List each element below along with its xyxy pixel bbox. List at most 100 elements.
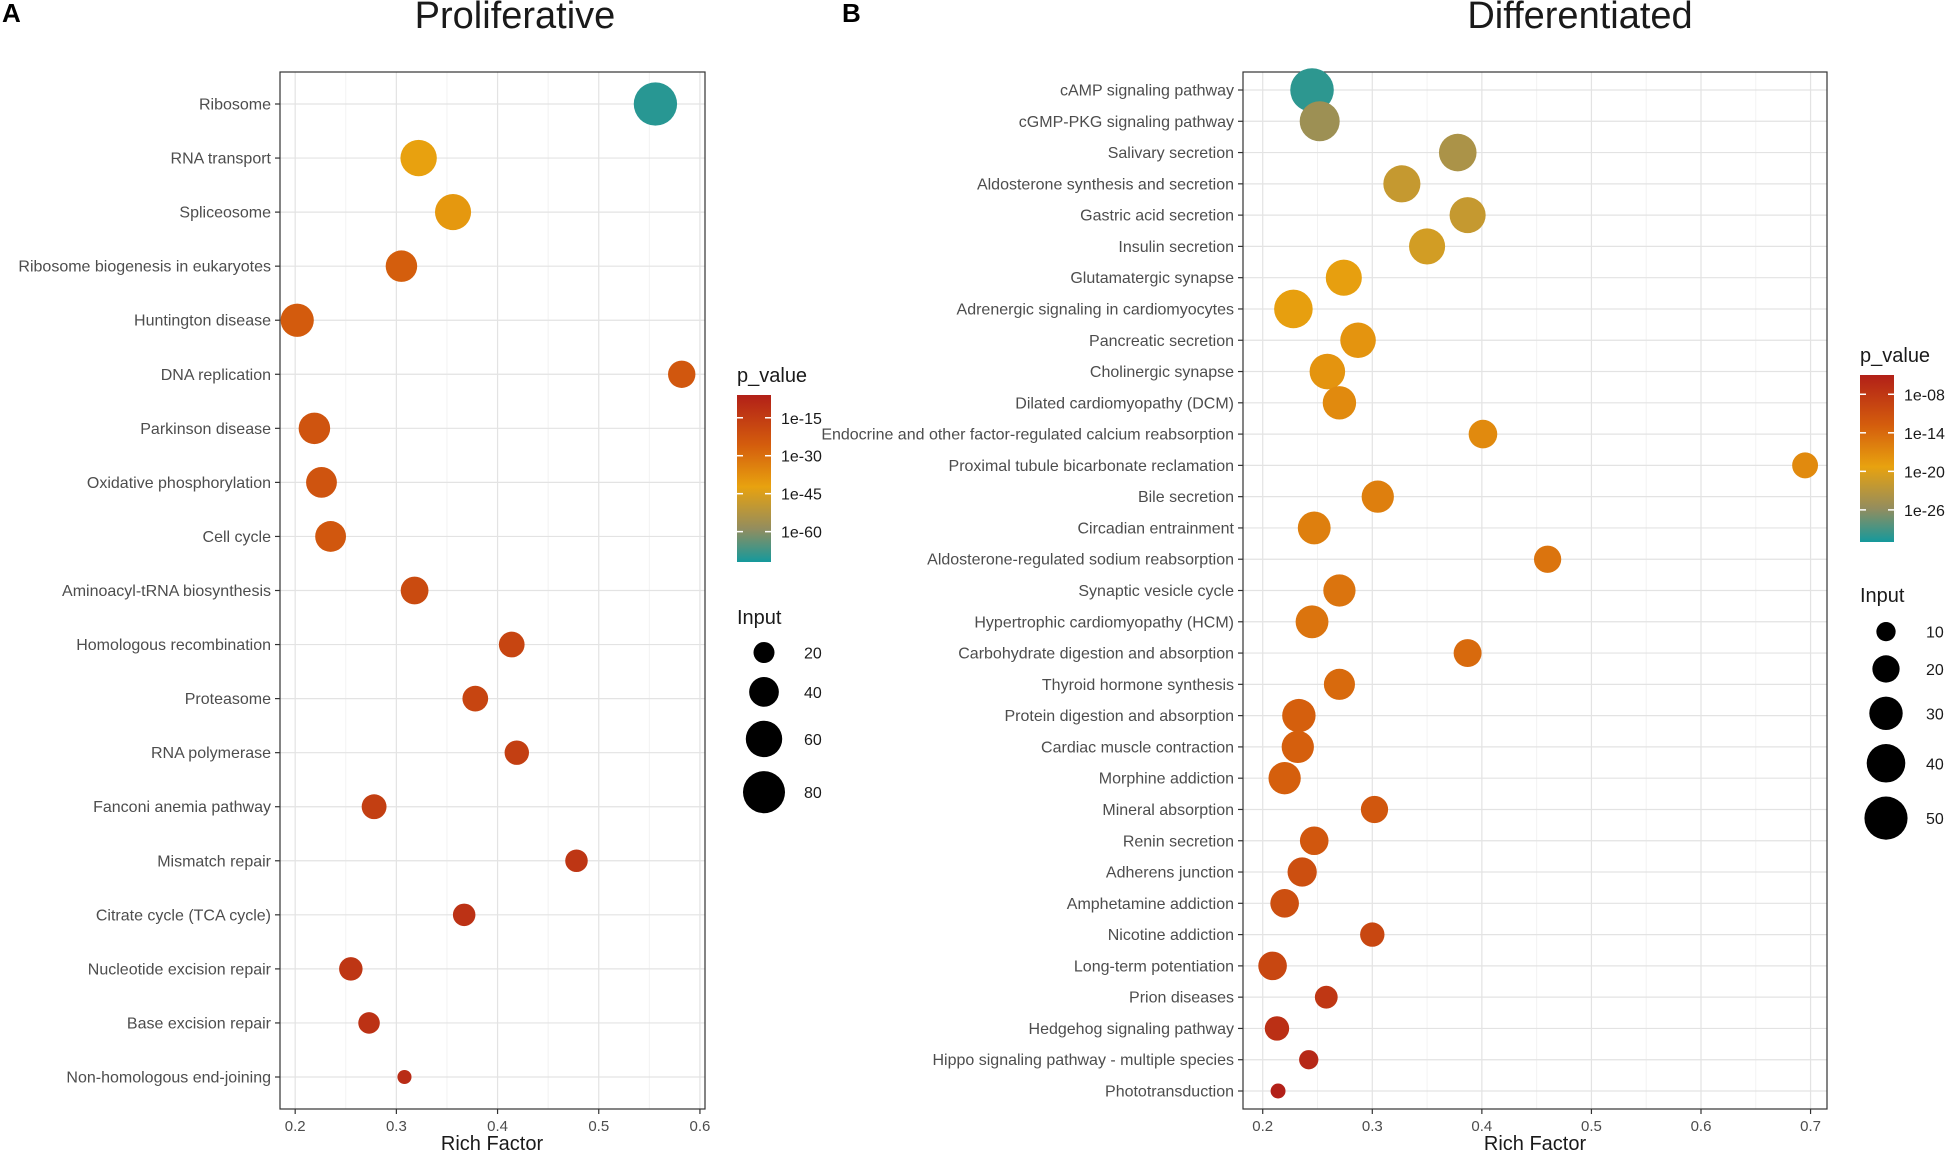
y-tick-label: Adrenergic signaling in cardiomyocytes	[957, 301, 1234, 318]
data-point	[1299, 101, 1340, 142]
x-axis-label-b: Rich Factor	[1484, 1133, 1587, 1150]
size-legend-label: 50	[1926, 811, 1944, 828]
size-legend-circle	[1872, 655, 1900, 683]
size-legend-label: 40	[804, 685, 822, 702]
data-point	[1282, 698, 1316, 733]
size-legend-label: 40	[1926, 756, 1944, 773]
data-point	[1309, 353, 1346, 390]
size-legend-circle	[742, 771, 786, 814]
data-point	[361, 794, 387, 820]
y-tick-label: RNA transport	[171, 151, 272, 168]
x-tick-label: 0.2	[285, 1118, 306, 1135]
x-tick-label: 0.5	[588, 1118, 609, 1135]
y-tick-label: Homologous recombination	[76, 637, 271, 654]
size-legend-a: 20 40 60 80	[742, 642, 822, 814]
y-tick-label: Protein digestion and absorption	[1005, 708, 1235, 725]
x-tick-label: 0.5	[1581, 1118, 1602, 1135]
color-bar-b	[1860, 375, 1894, 542]
y-tick-label: Cell cycle	[203, 529, 272, 546]
data-point	[306, 466, 337, 498]
chart-title-b: Differentiated	[1467, 0, 1692, 37]
data-point	[565, 849, 588, 873]
data-point	[1287, 857, 1317, 887]
y-tick-label: Endocrine and other factor-regulated cal…	[821, 427, 1234, 444]
data-point	[385, 250, 418, 282]
data-point	[1792, 452, 1819, 479]
y-tick-label: RNA polymerase	[151, 745, 271, 762]
data-point	[1360, 922, 1385, 947]
data-point	[1264, 1016, 1290, 1041]
data-point	[1360, 795, 1389, 824]
data-point	[1270, 1083, 1286, 1099]
y-tick-label: Cardiac muscle contraction	[1041, 739, 1234, 756]
y-tick-label: Long-term potentiation	[1074, 958, 1234, 975]
y-tick-label: Gastric acid secretion	[1080, 208, 1234, 225]
x-tick-label: 0.6	[690, 1118, 711, 1135]
color-legend-ticks-a: 1e-15 1e-30 1e-45 1e-60	[737, 411, 822, 542]
y-tick-label: Hypertrophic cardiomyopathy (HCM)	[974, 614, 1234, 631]
data-point	[504, 740, 529, 765]
panel-a: A Proliferative Ribosome RNA transport Spl…	[2, 0, 822, 1150]
size-legend-label: 10	[1926, 625, 1944, 642]
data-point	[1361, 480, 1394, 513]
data-point	[434, 194, 472, 231]
x-tick-label: 0.6	[1691, 1118, 1712, 1135]
size-legend-circle	[1876, 622, 1896, 642]
size-legend-title-a: Input	[737, 607, 782, 629]
y-tick-label: Dilated cardiomyopathy (DCM)	[1015, 395, 1234, 412]
data-point	[1270, 889, 1299, 918]
grid-b	[1243, 72, 1827, 1109]
x-tick-label: 0.4	[1471, 1118, 1492, 1135]
grid-a	[280, 72, 705, 1109]
data-point	[1281, 730, 1314, 764]
y-tick-label: Synaptic vesicle cycle	[1078, 583, 1234, 600]
data-point	[1290, 68, 1334, 112]
x-tick-label: 0.3	[386, 1118, 407, 1135]
legend-a: p_value 1e-15 1e-30 1e-45 1e-60 Input 20 40 6…	[737, 365, 822, 814]
y-tick-label: Non-homologous end-joining	[66, 1070, 271, 1087]
y-tick-label: Parkinson disease	[140, 421, 271, 438]
size-legend-label: 30	[1926, 706, 1944, 723]
x-tick-label: 0.3	[1362, 1118, 1383, 1135]
panel-b: B Differentiated cAMP signaling pathwayc…	[821, 0, 1945, 1150]
color-tick-label: 1e-15	[781, 411, 822, 428]
y-tick-label: Fanconi anemia pathway	[93, 799, 271, 816]
data-point	[1453, 639, 1482, 668]
y-tick-label: Hedgehog signaling pathway	[1029, 1021, 1234, 1038]
y-tick-label: Insulin secretion	[1118, 239, 1234, 256]
x-axis-ticks-a: 0.2 0.3 0.4 0.5 0.6	[285, 1109, 711, 1135]
data-point	[298, 412, 331, 445]
color-tick-label: 1e-30	[781, 449, 822, 466]
data-point	[1297, 511, 1331, 545]
data-point	[1409, 228, 1446, 265]
y-tick-label: Cholinergic synapse	[1090, 364, 1234, 381]
y-tick-label: Pancreatic secretion	[1089, 333, 1234, 350]
data-point	[1449, 197, 1486, 234]
color-bar-a	[737, 395, 771, 562]
y-tick-label: DNA replication	[161, 367, 271, 384]
y-tick-label: Phototransduction	[1105, 1084, 1234, 1101]
y-tick-label: Proteasome	[185, 691, 271, 708]
size-legend-label: 20	[1926, 662, 1944, 679]
size-legend-circle	[1866, 743, 1906, 783]
y-tick-label: Morphine addiction	[1099, 771, 1234, 788]
data-point	[400, 139, 437, 177]
data-point	[1533, 545, 1562, 573]
data-point	[1383, 165, 1421, 203]
y-tick-label: Hippo signaling pathway - multiple speci…	[933, 1052, 1235, 1069]
data-point	[1299, 1050, 1319, 1070]
y-tick-label: Prion diseases	[1129, 990, 1234, 1007]
x-tick-label: 0.2	[1252, 1118, 1273, 1135]
y-tick-label: Aminoacyl-tRNA biosynthesis	[62, 583, 271, 600]
y-tick-label: Aldosterone-regulated sodium reabsorptio…	[927, 552, 1234, 569]
data-point	[1295, 605, 1329, 639]
data-point	[1468, 419, 1498, 449]
legend-b: p_value 1e-08 1e-14 1e-20 1e-26 Input 10 20 3…	[1860, 345, 1945, 840]
color-legend-title-a: p_value	[737, 365, 807, 387]
data-point	[400, 576, 429, 605]
y-tick-label: Adherens junction	[1106, 865, 1234, 882]
data-point	[452, 903, 476, 927]
data-point	[633, 82, 678, 126]
data-point	[1268, 762, 1301, 795]
data-point	[668, 360, 696, 388]
